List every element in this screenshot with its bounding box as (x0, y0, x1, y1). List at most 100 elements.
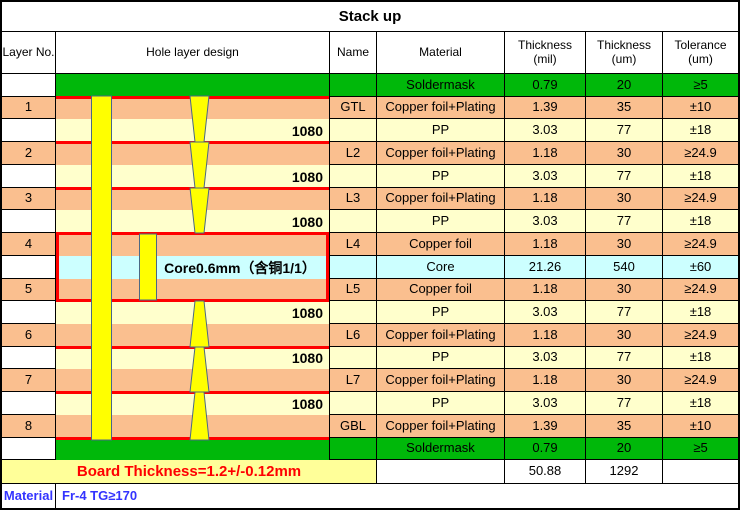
layer-stripe (56, 74, 329, 97)
material-cell: Copper foil+Plating (377, 369, 505, 392)
thickness-mil-cell: 3.03 (505, 165, 586, 188)
thickness-um-cell: 20 (586, 438, 663, 460)
prepreg-label: 1080 (291, 304, 323, 321)
material-cell: Core (377, 256, 505, 279)
thickness-mil-cell: 1.18 (505, 279, 586, 301)
tolerance-cell: ±18 (663, 301, 738, 324)
tolerance-cell: ≥5 (663, 438, 738, 460)
thickness-um-cell: 77 (586, 392, 663, 415)
thickness-mil-cell: 1.18 (505, 324, 586, 347)
tolerance-cell: ±10 (663, 97, 738, 119)
thickness-mil-cell: 3.03 (505, 119, 586, 142)
name-cell (330, 301, 377, 324)
tolerance-cell: ≥24.9 (663, 279, 738, 301)
thickness-mil-cell: 1.39 (505, 97, 586, 119)
material-cell: Soldermask (377, 74, 505, 97)
material-cell: PP (377, 347, 505, 369)
name-cell (330, 392, 377, 415)
totals-material-cell (377, 460, 505, 484)
material-cell: Copper foil (377, 279, 505, 301)
laser-via-top (189, 187, 210, 234)
layer-no-cell: 7 (2, 369, 56, 392)
through-via (91, 95, 112, 441)
table-row: PP 3.03 77 ±18 (2, 119, 738, 142)
thickness-um-cell: 30 (586, 188, 663, 210)
thickness-um-cell: 30 (586, 324, 663, 347)
col-header-layer-no: Layer No. (2, 32, 56, 74)
material-cell: PP (377, 119, 505, 142)
col-header-tolerance: Tolerance (um) (663, 32, 738, 74)
layer-no-cell (2, 301, 56, 324)
table-row: Soldermask 0.79 20 ≥5 (2, 438, 738, 460)
material-cell: Copper foil+Plating (377, 142, 505, 165)
table-row: 4 L4 Copper foil 1.18 30 ≥24.9 (2, 233, 738, 256)
laser-via-bottom (189, 346, 210, 393)
tolerance-cell: ≥24.9 (663, 369, 738, 392)
name-cell: L6 (330, 324, 377, 347)
name-cell: L3 (330, 188, 377, 210)
table-row: PP 3.03 77 ±18 (2, 392, 738, 415)
name-cell (330, 165, 377, 188)
material-cell: Copper foil+Plating (377, 415, 505, 438)
prepreg-label: 1080 (291, 395, 323, 412)
thickness-um-cell: 77 (586, 301, 663, 324)
tolerance-cell: ±10 (663, 415, 738, 438)
thickness-mil-cell: 1.39 (505, 415, 586, 438)
thickness-um-cell: 30 (586, 279, 663, 301)
layer-stripe (56, 301, 329, 324)
core-label: Core0.6mm（含铜1/1） (164, 259, 316, 276)
layer-no-cell: 3 (2, 188, 56, 210)
totals-tolerance-cell (663, 460, 738, 484)
buried-via (139, 233, 157, 301)
layer-no-cell: 8 (2, 415, 56, 438)
thickness-um-cell: 30 (586, 369, 663, 392)
name-cell (330, 74, 377, 97)
tolerance-cell: ±18 (663, 165, 738, 188)
table-row: 1 GTL Copper foil+Plating 1.39 35 ±10 (2, 97, 738, 119)
tolerance-cell: ±18 (663, 347, 738, 369)
layer-stripe (56, 347, 329, 369)
thickness-mil-cell: 1.18 (505, 233, 586, 256)
layer-stripe (56, 256, 329, 279)
name-cell: GTL (330, 97, 377, 119)
tolerance-cell: ±18 (663, 392, 738, 415)
name-cell (330, 256, 377, 279)
table-row: Soldermask 0.79 20 ≥5 (2, 74, 738, 97)
layer-stripe (56, 210, 329, 233)
thickness-um-cell: 77 (586, 210, 663, 233)
table-row: 2 L2 Copper foil+Plating 1.18 30 ≥24.9 (2, 142, 738, 165)
thickness-mil-cell: 3.03 (505, 392, 586, 415)
layer-no-cell: 5 (2, 279, 56, 301)
material-cell: Copper foil+Plating (377, 188, 505, 210)
footer-row: Material Fr-4 TG≥170 (2, 484, 738, 508)
layer-no-cell: 2 (2, 142, 56, 165)
col-header-name: Name (330, 32, 377, 74)
material-cell: Copper foil+Plating (377, 324, 505, 347)
thickness-mil-cell: 1.18 (505, 369, 586, 392)
table-row: 3 L3 Copper foil+Plating 1.18 30 ≥24.9 (2, 188, 738, 210)
layer-stripe (56, 279, 329, 301)
layer-no-cell (2, 347, 56, 369)
total-thickness-mil: 50.88 (505, 460, 586, 484)
name-cell: L2 (330, 142, 377, 165)
table-row: 7 L7 Copper foil+Plating 1.18 30 ≥24.9 (2, 369, 738, 392)
layer-stripe (56, 119, 329, 142)
layer-no-cell (2, 438, 56, 460)
laser-via-bottom (189, 391, 210, 441)
thickness-um-cell: 30 (586, 233, 663, 256)
tolerance-cell: ±60 (663, 256, 738, 279)
totals-row: Board Thickness=1.2+/-0.12mm 50.88 1292 (2, 460, 738, 484)
layer-no-cell (2, 165, 56, 188)
name-cell: L4 (330, 233, 377, 256)
thickness-um-cell: 540 (586, 256, 663, 279)
table-row: 5 L5 Copper foil 1.18 30 ≥24.9 (2, 279, 738, 301)
name-cell: GBL (330, 415, 377, 438)
col-header-thickness-um: Thickness (um) (586, 32, 663, 74)
tolerance-cell: ±18 (663, 210, 738, 233)
tolerance-cell: ±18 (663, 119, 738, 142)
page-title: Stack up (2, 2, 738, 32)
thickness-mil-cell: 0.79 (505, 74, 586, 97)
tolerance-cell: ≥24.9 (663, 142, 738, 165)
thickness-mil-cell: 0.79 (505, 438, 586, 460)
